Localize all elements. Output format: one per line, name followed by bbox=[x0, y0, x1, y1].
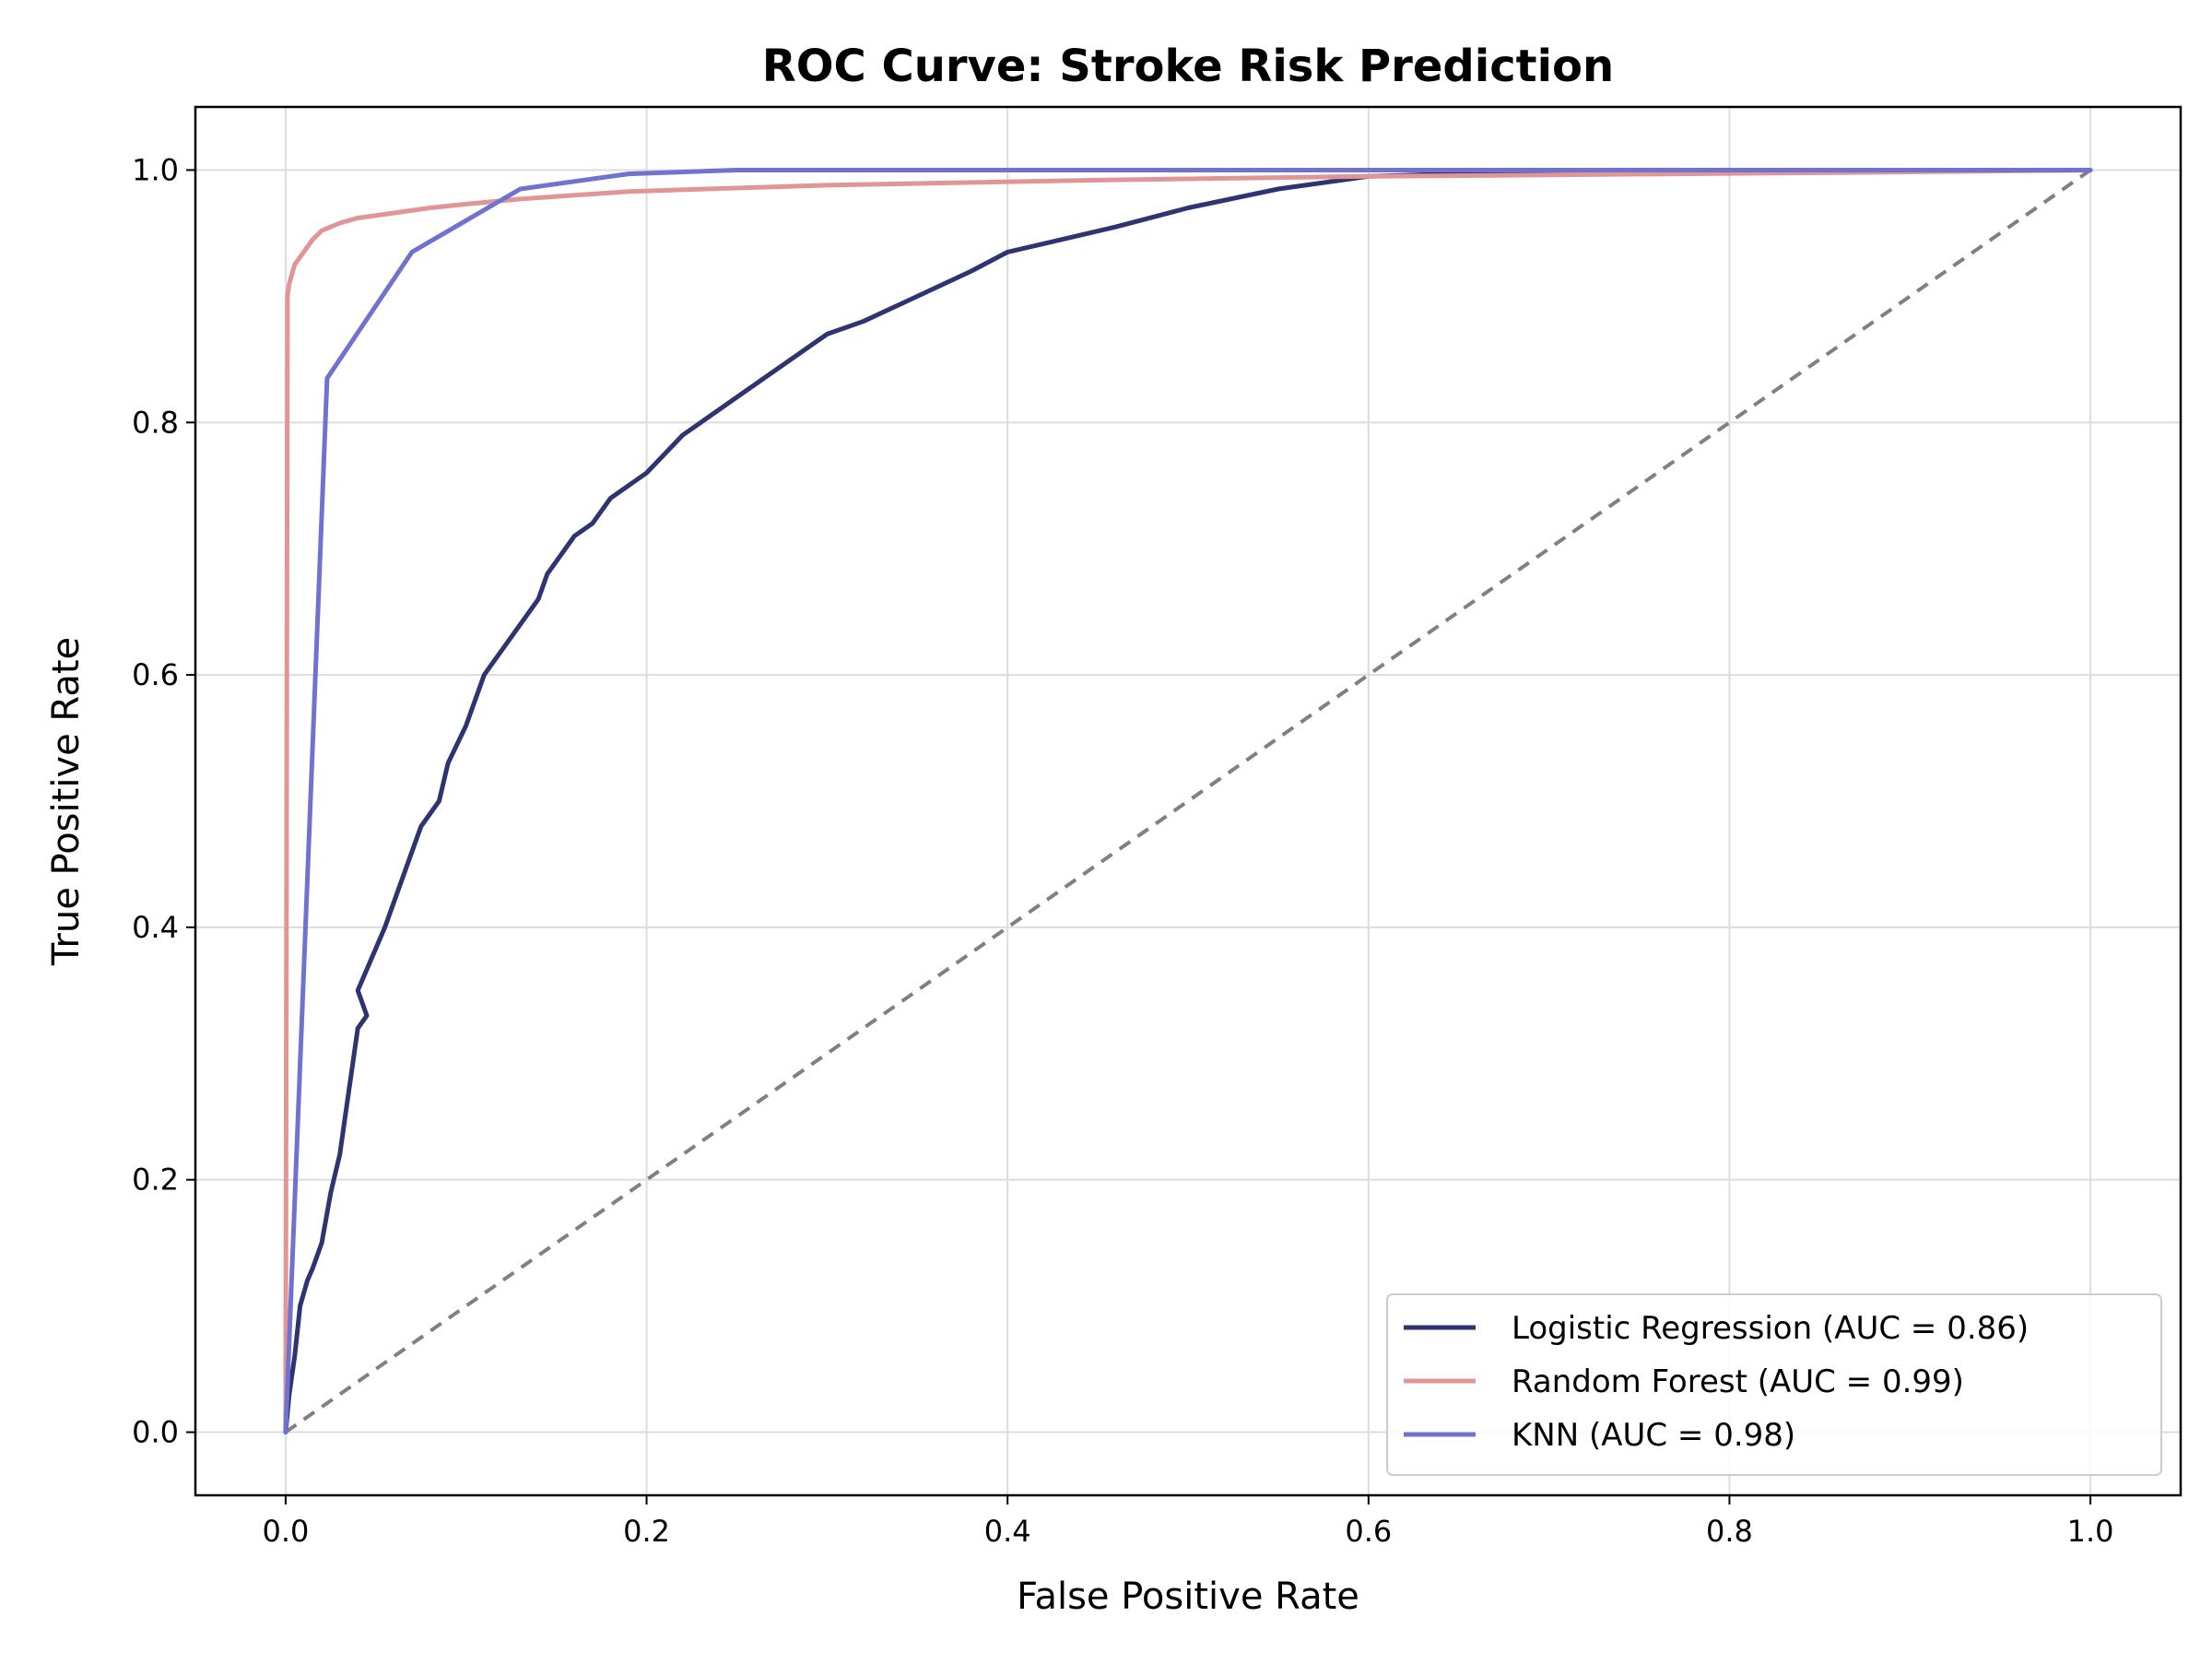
y-tick-label: 0.2 bbox=[132, 1162, 179, 1198]
x-tick-label: 0.6 bbox=[1345, 1514, 1392, 1549]
legend-label-random-forest: Random Forest (AUC = 0.99) bbox=[1512, 1363, 1964, 1400]
x-axis-label: False Positive Rate bbox=[1017, 1575, 1359, 1618]
legend-label-knn: KNN (AUC = 0.98) bbox=[1512, 1417, 1795, 1454]
series-line-random-forest bbox=[283, 168, 2093, 1434]
x-tick-label: 0.0 bbox=[262, 1514, 309, 1549]
tick-layer: 0.0 0.2 0.4 0.6 0.8 1.0 0.0 0.2 0.4 0.6 0.8 1.0 bbox=[132, 152, 2113, 1549]
legend: Logistic Regression (AUC = 0.86) Random F… bbox=[1386, 1293, 2162, 1476]
series-line-knn bbox=[283, 168, 2093, 1434]
y-tick-label: 0.8 bbox=[132, 405, 179, 440]
series-line-logistic-regression bbox=[283, 168, 2093, 1434]
y-tick-label: 0.6 bbox=[132, 657, 179, 692]
y-tick-label: 1.0 bbox=[132, 152, 179, 187]
legend-box bbox=[1386, 1293, 2162, 1476]
series-layer bbox=[283, 168, 2093, 1434]
y-tick-label: 0.0 bbox=[132, 1415, 179, 1450]
chart-title: ROC Curve: Stroke Risk Prediction bbox=[762, 41, 1614, 92]
x-tick-label: 0.4 bbox=[984, 1514, 1031, 1549]
y-axis-label: True Positive Rate bbox=[45, 637, 88, 966]
x-tick-label: 0.2 bbox=[623, 1514, 670, 1549]
plot-frame bbox=[194, 105, 2183, 1497]
grid-layer bbox=[195, 107, 2181, 1495]
x-tick-label: 1.0 bbox=[2067, 1514, 2114, 1549]
x-tick-label: 0.8 bbox=[1706, 1514, 1753, 1549]
legend-label-logistic-regression: Logistic Regression (AUC = 0.86) bbox=[1512, 1310, 2029, 1347]
y-tick-label: 0.4 bbox=[132, 910, 179, 945]
